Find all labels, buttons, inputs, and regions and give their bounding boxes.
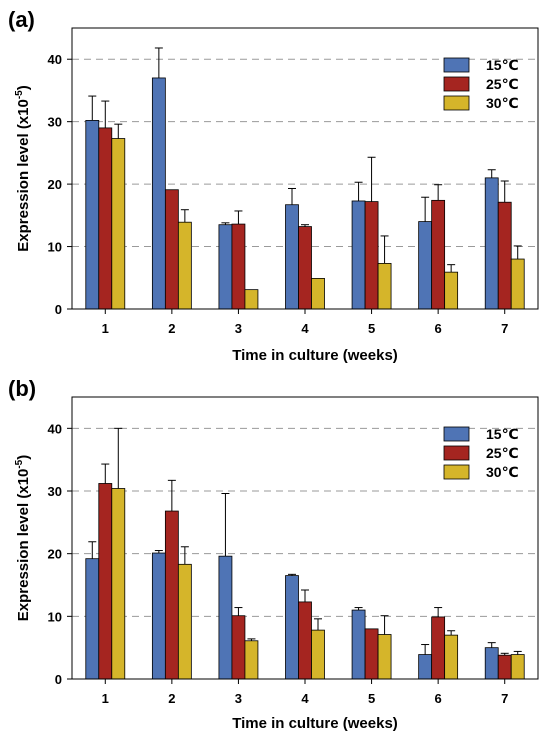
legend-label: 30℃ (486, 95, 519, 111)
bar (497, 654, 512, 680)
y-tick-label: 10 (48, 240, 62, 255)
bar (484, 647, 499, 680)
bar (444, 271, 459, 310)
y-tick-label: 10 (48, 609, 62, 624)
bar (418, 654, 433, 680)
y-tick-label: 0 (55, 302, 62, 317)
bar (311, 278, 325, 310)
bar (418, 221, 433, 310)
bar (244, 640, 259, 680)
y-axis-title-main: Expression level (x10 (15, 469, 32, 622)
legend-label: 30℃ (486, 464, 519, 480)
legend-label: 15℃ (486, 57, 519, 73)
y-tick-label: 30 (48, 484, 62, 499)
x-axis-title: Time in culture (weeks) (232, 347, 398, 364)
panel-label: (a) (8, 7, 35, 32)
x-tick-label: 5 (368, 691, 375, 706)
x-tick-label: 6 (435, 321, 442, 336)
bar (364, 201, 379, 310)
y-tick-label: 30 (48, 115, 62, 130)
bar (164, 189, 179, 310)
y-axis-title: Expression level (x10-5) (14, 85, 32, 252)
bar (285, 575, 299, 680)
x-tick-label: 2 (168, 321, 175, 336)
bar (218, 555, 233, 680)
legend-swatch (443, 57, 470, 73)
x-tick-label: 4 (301, 321, 309, 336)
bar (351, 200, 366, 310)
bar (298, 226, 312, 310)
x-tick-label: 1 (102, 321, 109, 336)
bar (510, 654, 525, 680)
bar (311, 629, 325, 680)
x-tick-label: 5 (368, 321, 375, 336)
bar (484, 177, 499, 310)
legend: 15℃ 25℃ 30℃ (443, 57, 519, 111)
bar (377, 634, 392, 680)
y-tick-label: 0 (55, 672, 62, 687)
y-axis-title-main: Expression level (x10 (15, 99, 32, 252)
bar (85, 120, 100, 310)
bar (98, 127, 113, 310)
x-tick-label: 3 (235, 321, 242, 336)
x-tick-label: 2 (168, 691, 175, 706)
y-axis-title-close: ) (15, 85, 32, 90)
x-axis-title: Time in culture (weeks) (232, 715, 398, 732)
bar (111, 488, 126, 680)
y-axis-title-close: ) (15, 455, 32, 460)
bar (444, 634, 459, 680)
bar (351, 609, 366, 680)
bar (431, 199, 446, 310)
legend-swatch (443, 76, 470, 92)
y-tick-label: 40 (48, 421, 62, 436)
y-tick-label: 20 (48, 177, 62, 192)
x-tick-label: 1 (102, 691, 109, 706)
y-axis-title-exponent: -5 (14, 459, 25, 468)
x-tick-label: 3 (235, 691, 242, 706)
bar (431, 616, 446, 680)
panel-b: (b) 0 10 20 30 40 1 2 3 4 5 6 7 Time in culture (week… (8, 376, 539, 732)
y-tick-label: 20 (48, 547, 62, 562)
legend-label: 15℃ (486, 426, 519, 442)
x-tick-label: 4 (301, 691, 309, 706)
bar (177, 221, 192, 310)
panel-label: (b) (8, 376, 36, 401)
bar (151, 77, 166, 310)
bar (98, 483, 113, 680)
bar (497, 201, 512, 310)
x-tick-label: 7 (501, 691, 508, 706)
bar (231, 615, 246, 680)
bar (151, 552, 166, 680)
bar (244, 289, 259, 310)
bar (510, 258, 525, 310)
bar (85, 558, 100, 680)
bar (285, 204, 299, 310)
bar (177, 563, 192, 680)
bar (218, 224, 233, 310)
legend-swatch (443, 464, 470, 480)
bar (377, 263, 392, 310)
panel-a: (a) 0 10 20 30 40 1 2 3 4 5 6 7 Time in culture (week… (8, 7, 539, 364)
legend-swatch (443, 445, 470, 461)
bar (111, 138, 126, 310)
y-axis-title-exponent: -5 (14, 90, 25, 99)
x-tick-label: 7 (501, 321, 508, 336)
bar (231, 223, 246, 310)
legend: 15℃ 25℃ 30℃ (443, 426, 519, 480)
y-tick-label: 40 (48, 52, 62, 67)
legend-label: 25℃ (486, 445, 519, 461)
bar (164, 510, 179, 680)
bar (298, 601, 312, 680)
bar (364, 628, 379, 680)
legend-label: 25℃ (486, 76, 519, 92)
legend-swatch (443, 426, 470, 442)
legend-swatch (443, 95, 470, 111)
x-tick-label: 6 (435, 691, 442, 706)
y-axis-title: Expression level (x10-5) (14, 455, 32, 622)
